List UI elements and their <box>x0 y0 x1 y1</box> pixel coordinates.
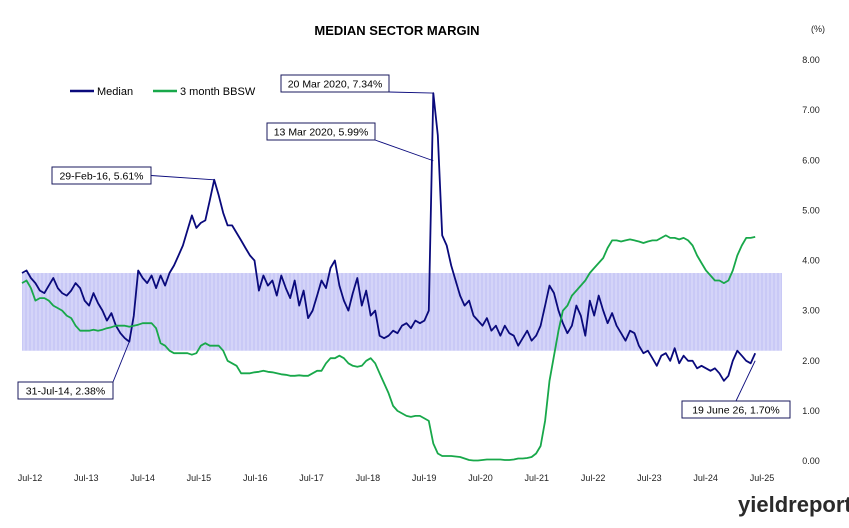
x-tick-label: Jul-13 <box>74 473 99 483</box>
annotation-leader <box>374 139 434 162</box>
annotation-leader <box>112 341 130 383</box>
chart-title: MEDIAN SECTOR MARGIN <box>314 23 479 38</box>
annotation-box <box>266 122 376 141</box>
unit-label: (%) <box>811 24 825 34</box>
annotation-label: 31-Jul-14, 2.38% <box>26 386 105 398</box>
x-tick-label: Jul-14 <box>130 473 155 483</box>
yieldreport-logo: yieldreport <box>738 492 849 517</box>
legend-label-median: Median <box>97 86 133 98</box>
annotations: 20 Mar 2020, 7.34% 13 Mar 2020, 5.99% 29-F… <box>17 74 791 419</box>
annotation-label: 29-Feb-16, 5.61% <box>59 171 143 183</box>
band-fill <box>22 273 782 351</box>
y-tick-label: 2.00 <box>802 356 820 366</box>
series-line-bbsw <box>21 234 756 462</box>
y-tick-label: 3.00 <box>802 306 820 316</box>
x-tick-label: Jul-23 <box>637 473 662 483</box>
logo-text-report: report <box>788 492 849 517</box>
series-lines <box>21 92 757 462</box>
y-tick-label: 6.00 <box>802 155 820 165</box>
y-tick-label: 1.00 <box>802 406 820 416</box>
y-tick-label: 0.00 <box>802 456 820 466</box>
x-tick-label: Jul-12 <box>18 473 43 483</box>
x-tick-label: Jul-16 <box>243 473 268 483</box>
annotation-box <box>51 166 152 185</box>
x-tick-label: Jul-15 <box>187 473 212 483</box>
axes: 0.00 1.00 2.00 3.00 4.00 5.00 6.00 7.00 8.00 Jul-… <box>18 55 820 483</box>
legend-label-bbsw: 3 month BBSW <box>180 86 256 98</box>
annotation-leader <box>735 360 756 402</box>
annotation-label: 20 Mar 2020, 7.34% <box>288 79 383 91</box>
annotation-leader <box>388 91 434 94</box>
annotation-label: 19 June 26, 1.70% <box>692 405 780 417</box>
svg-text:yieldreport: yieldreport <box>738 492 849 517</box>
annotation-leader <box>150 175 215 181</box>
x-tick-label: Jul-19 <box>412 473 437 483</box>
y-tick-label: 8.00 <box>802 55 820 65</box>
annotation-box <box>17 381 114 400</box>
x-tick-label: Jul-21 <box>525 473 550 483</box>
x-tick-label: Jul-17 <box>299 473 324 483</box>
x-tick-label: Jul-18 <box>356 473 381 483</box>
y-tick-label: 5.00 <box>802 205 820 215</box>
annotation-box <box>681 400 791 419</box>
y-tick-label: 7.00 <box>802 105 820 115</box>
logo-text-yield: yield <box>738 492 788 517</box>
x-tick-label: Jul-24 <box>693 473 718 483</box>
y-tick-label: 4.00 <box>802 256 820 266</box>
x-tick-label: Jul-22 <box>581 473 606 483</box>
x-tick-label: Jul-25 <box>750 473 775 483</box>
annotation-box <box>280 74 390 93</box>
shaded-band <box>22 273 782 351</box>
x-tick-label: Jul-20 <box>468 473 493 483</box>
annotation-label: 13 Mar 2020, 5.99% <box>274 127 369 139</box>
legend: Median 3 month BBSW <box>70 86 256 98</box>
series-line-median <box>21 92 757 382</box>
